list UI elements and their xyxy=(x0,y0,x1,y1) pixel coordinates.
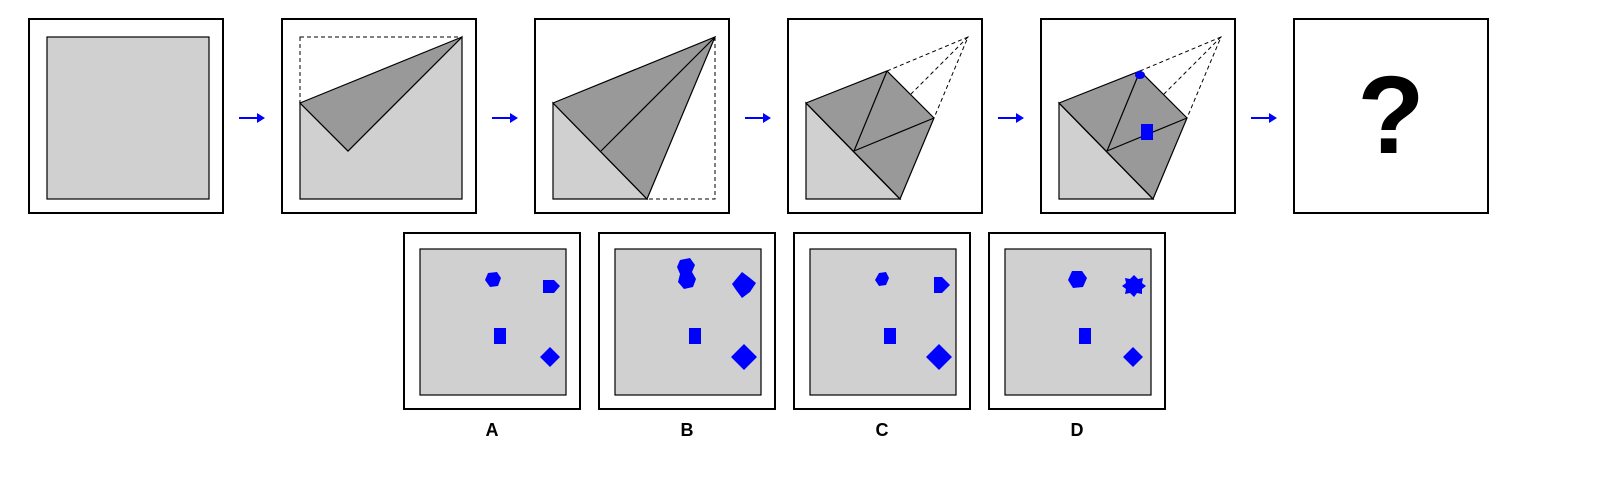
punch-hole-diamond-icon xyxy=(731,344,757,370)
step-2-panel xyxy=(281,18,477,214)
punch-hole-blob-icon xyxy=(677,258,696,289)
unfolded-paper xyxy=(419,248,567,396)
option-d-panel[interactable] xyxy=(988,232,1166,410)
option-a-label[interactable]: A xyxy=(485,420,499,440)
unfolded-paper xyxy=(1004,248,1152,396)
punch-hole-square-icon xyxy=(1141,124,1153,140)
punch-hole-diamond-icon xyxy=(540,347,560,367)
question-panel: ? xyxy=(1293,18,1489,214)
option-c-label[interactable]: C xyxy=(875,420,889,440)
crease-line xyxy=(853,70,888,152)
punch-hole-square-icon xyxy=(689,328,701,344)
punch-hole-semicircle-icon xyxy=(1135,71,1145,79)
step-1-figure xyxy=(46,36,210,200)
punch-hole-pentagon-icon xyxy=(934,277,950,293)
punch-hole-square-icon xyxy=(884,328,896,344)
option-a-figure xyxy=(419,248,567,396)
option-b-figure xyxy=(614,248,762,396)
step-5-panel xyxy=(1040,18,1236,214)
crease-line xyxy=(1058,102,1154,200)
step-3-figure xyxy=(551,35,717,201)
punch-hole-hexagon-icon xyxy=(1068,271,1087,288)
arrow-1-icon xyxy=(237,108,267,128)
option-c-figure xyxy=(809,248,957,396)
arrow-2-icon xyxy=(490,108,520,128)
step-5-figure xyxy=(1057,36,1222,201)
question-mark: ? xyxy=(1357,54,1425,177)
folded-outline-dashed xyxy=(647,37,716,200)
punch-hole-hexagon-icon xyxy=(875,272,889,286)
crease-line xyxy=(805,102,901,200)
option-b-label[interactable]: B xyxy=(680,420,694,440)
punch-hole-diamond-icon xyxy=(926,344,952,370)
option-b-panel[interactable] xyxy=(598,232,776,410)
step-2-figure xyxy=(298,35,463,200)
punch-hole-hexagon-icon xyxy=(485,272,501,287)
crease-line xyxy=(1106,70,1141,152)
step-3-panel xyxy=(534,18,730,214)
paper-square xyxy=(46,36,210,200)
punch-hole-pentagon-icon xyxy=(543,280,560,293)
step-4-figure xyxy=(804,36,969,201)
punch-hole-diamond-icon xyxy=(1123,347,1143,367)
crease-line xyxy=(853,117,935,152)
folded-flap xyxy=(298,36,463,152)
punch-hole-square-icon xyxy=(1079,328,1091,344)
arrow-3-icon xyxy=(743,108,773,128)
step-4-panel xyxy=(787,18,983,214)
crease-dashed xyxy=(1163,36,1222,95)
option-d-label[interactable]: D xyxy=(1070,420,1084,440)
punch-hole-diamond-cluster-icon xyxy=(732,272,756,298)
arrow-4-icon xyxy=(996,108,1026,128)
punch-hole-square-icon xyxy=(494,328,506,344)
arrow-5-icon xyxy=(1249,108,1279,128)
crease-dashed xyxy=(910,36,969,95)
unfolded-paper xyxy=(809,248,957,396)
option-d-figure xyxy=(1004,248,1152,396)
step-1-panel xyxy=(28,18,224,214)
punch-hole-star-icon xyxy=(1122,275,1146,297)
option-a-panel[interactable] xyxy=(403,232,581,410)
crease-line xyxy=(600,36,716,152)
option-c-panel[interactable] xyxy=(793,232,971,410)
